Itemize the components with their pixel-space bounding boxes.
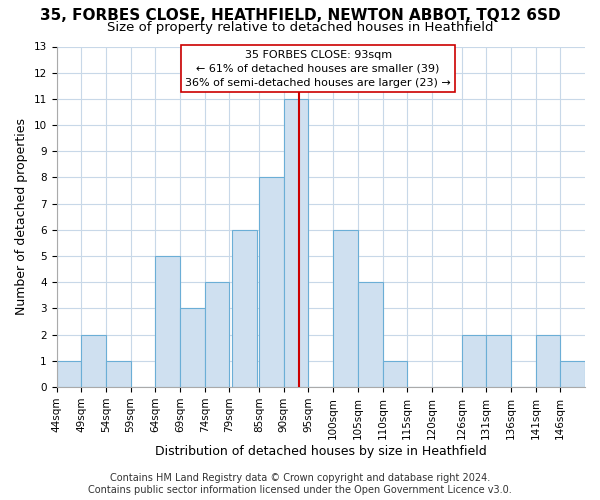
Bar	[560, 361, 585, 387]
Bar	[486, 334, 511, 387]
Bar	[333, 230, 358, 387]
Text: 35 FORBES CLOSE: 93sqm
← 61% of detached houses are smaller (39)
36% of semi-det: 35 FORBES CLOSE: 93sqm ← 61% of detached…	[185, 50, 451, 88]
Text: Contains HM Land Registry data © Crown copyright and database right 2024.
Contai: Contains HM Land Registry data © Crown c…	[88, 474, 512, 495]
Bar	[259, 178, 284, 387]
Bar	[383, 361, 407, 387]
Y-axis label: Number of detached properties: Number of detached properties	[15, 118, 28, 316]
Bar	[232, 230, 257, 387]
Bar	[180, 308, 205, 387]
Bar	[284, 99, 308, 387]
Bar	[358, 282, 383, 387]
Bar	[81, 334, 106, 387]
Text: Size of property relative to detached houses in Heathfield: Size of property relative to detached ho…	[107, 21, 493, 34]
Bar	[56, 361, 81, 387]
Bar	[536, 334, 560, 387]
Bar	[106, 361, 131, 387]
Bar	[461, 334, 486, 387]
X-axis label: Distribution of detached houses by size in Heathfield: Distribution of detached houses by size …	[155, 444, 487, 458]
Bar	[205, 282, 229, 387]
Bar	[155, 256, 180, 387]
Text: 35, FORBES CLOSE, HEATHFIELD, NEWTON ABBOT, TQ12 6SD: 35, FORBES CLOSE, HEATHFIELD, NEWTON ABB…	[40, 8, 560, 22]
